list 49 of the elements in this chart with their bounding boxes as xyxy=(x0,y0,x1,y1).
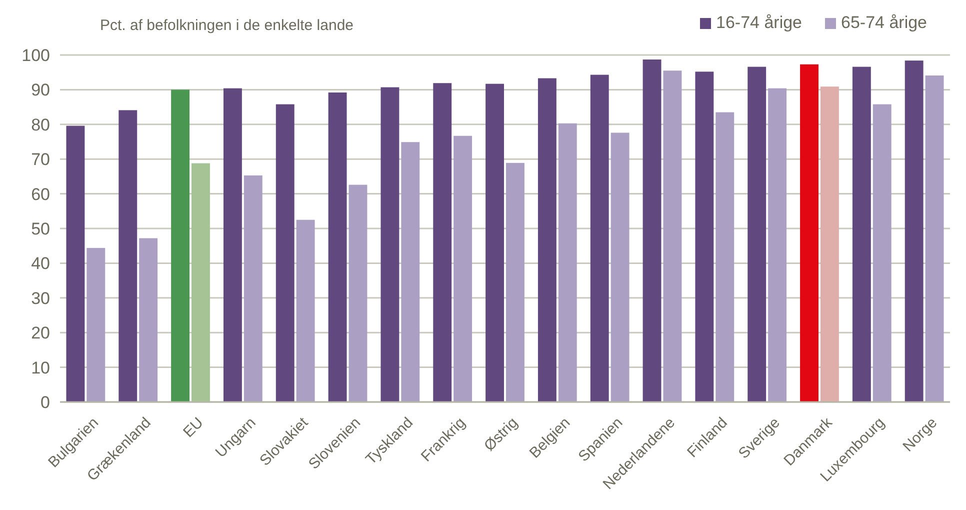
bar xyxy=(66,126,85,402)
y-tick-label: 80 xyxy=(31,115,50,134)
bar xyxy=(642,60,662,402)
bar xyxy=(118,110,138,402)
bar xyxy=(538,78,556,402)
bar xyxy=(925,75,944,402)
y-tick-label: 0 xyxy=(40,392,50,412)
bar xyxy=(800,64,818,402)
bar xyxy=(223,88,242,402)
y-tick-label: 100 xyxy=(22,46,50,65)
y-tick-label: 30 xyxy=(31,288,50,308)
y-axis-title: Pct. af befolkningen i de enkelte lande xyxy=(100,17,354,34)
bar xyxy=(590,74,609,402)
bar xyxy=(433,83,452,402)
legend-label: 65-74 årige xyxy=(841,13,928,32)
bar xyxy=(348,184,368,402)
y-tick-label: 90 xyxy=(31,80,50,100)
bar xyxy=(296,220,315,402)
bar xyxy=(716,112,734,402)
bar xyxy=(401,142,420,402)
bar xyxy=(486,84,504,402)
bar xyxy=(276,104,294,402)
y-tick-label: 70 xyxy=(31,150,50,170)
bar xyxy=(610,132,630,402)
bar xyxy=(244,175,262,402)
bar xyxy=(506,162,524,402)
y-tick-label: 20 xyxy=(31,324,50,343)
y-tick-label: 50 xyxy=(31,219,50,238)
bar xyxy=(171,90,190,402)
x-tick-label: EU xyxy=(180,414,207,441)
bar xyxy=(852,66,871,402)
bar xyxy=(86,248,106,402)
bar xyxy=(904,60,924,402)
bar xyxy=(380,87,400,402)
y-tick-label: 10 xyxy=(31,358,50,378)
bar xyxy=(768,88,787,402)
y-tick-label: 60 xyxy=(31,184,50,204)
bar xyxy=(328,92,347,402)
bar xyxy=(663,70,682,402)
bar xyxy=(192,163,210,402)
bar xyxy=(695,72,714,402)
bar xyxy=(872,104,892,402)
y-tick-label: 40 xyxy=(31,254,50,274)
bar xyxy=(139,238,158,402)
bar xyxy=(558,123,577,402)
bar xyxy=(748,66,766,402)
bar xyxy=(820,86,839,402)
bar xyxy=(454,136,472,402)
legend-label: 16-74 årige xyxy=(716,13,802,32)
